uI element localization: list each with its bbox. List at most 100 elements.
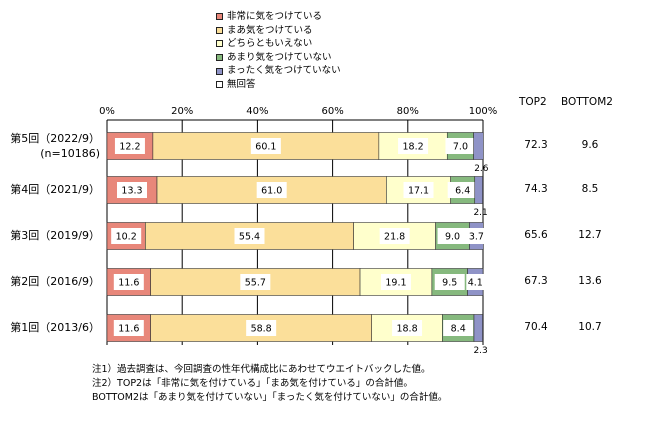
top2-value: 70.4 [524, 321, 548, 333]
legend-item: まったく気をつけていない [216, 64, 341, 78]
data-label: 55.7 [245, 278, 266, 289]
bar-segment [474, 176, 483, 204]
axis-tick-label: 0% [99, 106, 115, 117]
data-label-box [113, 274, 144, 290]
data-label: 11.6 [118, 324, 139, 335]
data-label: 18.8 [396, 324, 417, 335]
legend-swatch [216, 40, 223, 48]
data-label: 58.8 [251, 324, 272, 335]
data-label-box [437, 228, 468, 244]
data-label: 4.1 [468, 278, 483, 289]
data-label-box [111, 228, 142, 244]
legend-item: まあ気をつけている [216, 24, 341, 38]
data-label: 2.3 [473, 346, 487, 356]
data-label-box [379, 228, 410, 244]
legend-label: どちらともいえない [227, 38, 313, 50]
data-label-box [434, 274, 465, 290]
data-label: 21.8 [384, 232, 405, 243]
category-label-line: 第4回（2021/9） [10, 183, 100, 196]
axis-tick-label: 20% [171, 106, 193, 117]
legend-label: 無回答 [227, 78, 256, 90]
data-label: 6.4 [455, 186, 470, 197]
category-label-line: 第3回（2019/9） [10, 229, 100, 242]
legend-label: 非常に気をつけている [227, 11, 323, 22]
category-label-line: 第2回（2016/9） [10, 275, 100, 288]
legend-item: どちらともいえない [216, 37, 341, 51]
data-label-box [443, 320, 474, 336]
axis-tick-label: 60% [321, 106, 343, 117]
data-label-box [240, 274, 271, 290]
top2-value: 67.3 [524, 275, 548, 287]
data-label: 9.5 [442, 278, 457, 289]
data-label-box [256, 182, 287, 198]
legend-swatch [216, 54, 223, 62]
bar-segment [473, 314, 483, 342]
data-label: 3.7 [469, 232, 484, 243]
legend-swatch [216, 13, 223, 21]
data-label: 2.1 [473, 208, 487, 218]
footnotes: 注1）過去調査は、今回調査の性年代構成比にあわせてウエイトバックした値。 注2）… [92, 363, 447, 405]
axis-tick-label: 100% [469, 106, 498, 117]
data-label: 61.0 [261, 186, 282, 197]
data-label-box [445, 138, 476, 154]
bar-segment [473, 132, 484, 160]
data-label-box [392, 320, 423, 336]
category-label-line: 第1回（2013/6） [10, 321, 100, 334]
bottom2-value: 8.5 [581, 183, 599, 195]
footnote-2: 注2）TOP2は「非常に気を付けている」「まあ気を付けている」の合計値。 [92, 378, 413, 389]
category-label: 第4回（2021/9） [0, 182, 100, 197]
legend-item: 非常に気をつけている [216, 10, 341, 24]
data-label: 10.2 [116, 232, 137, 243]
data-label-box [467, 228, 486, 244]
top2-value: 72.3 [524, 139, 548, 151]
axis-tick-labels: 0% 20% 40% 60% 80% 100% [99, 106, 497, 117]
data-label-box [250, 138, 281, 154]
data-label-box [398, 138, 429, 154]
data-label: 60.1 [255, 142, 276, 153]
data-label: 12.2 [119, 142, 140, 153]
category-label: 第5回（2022/9） (n=10186) [0, 131, 100, 161]
data-label-box [246, 320, 277, 336]
footnote-1: 注1）過去調査は、今回調査の性年代構成比にあわせてウエイトバックした値。 [92, 364, 431, 375]
category-label: 第2回（2016/9） [0, 274, 100, 289]
data-label: 8.4 [451, 324, 466, 335]
bottom2-value: 13.6 [578, 275, 602, 287]
legend-label: あまり気をつけていない [227, 51, 332, 63]
category-label: 第3回（2019/9） [0, 228, 100, 243]
data-label-box [114, 138, 145, 154]
data-label: 11.6 [118, 278, 139, 289]
bottom2-column-header: BOTTOM2 [561, 96, 613, 108]
data-label: 17.1 [408, 186, 429, 197]
data-label: 18.2 [402, 142, 423, 153]
data-label-box [380, 274, 411, 290]
legend-item: あまり気をつけていない [216, 51, 341, 65]
legend-item: 無回答 [216, 78, 341, 92]
data-label-box [117, 182, 148, 198]
top2-value: 65.6 [524, 229, 548, 241]
data-label-box [234, 228, 265, 244]
data-label-box [113, 320, 144, 336]
category-label-sample-size: (n=10186) [40, 147, 100, 160]
category-label-line: 第5回（2022/9） [10, 132, 100, 145]
axis-tick-label: 40% [246, 106, 268, 117]
data-label-box [466, 274, 485, 290]
top2-column-header: TOP2 [519, 96, 547, 108]
data-label: 7.0 [453, 142, 468, 153]
bar-area: 12.2 60.1 18.2 7.0 2.6 13.3 61.0 17.1 6.4 2.1 10.2… [106, 132, 489, 356]
legend: 非常に気をつけているまあ気をつけている どちらともいえない あまり気をつけていないま… [216, 10, 341, 92]
legend-swatch [216, 26, 223, 34]
data-label-box [447, 182, 478, 198]
axis-tick-label: 80% [397, 106, 419, 117]
bottom2-value: 10.7 [578, 321, 602, 333]
footnote-3: BOTTOM2は「あまり気を付けていない」「まったく気を付けていない」の合計値。 [92, 392, 448, 403]
data-label: 9.0 [445, 232, 460, 243]
legend-swatch [216, 81, 223, 89]
top2-value: 74.3 [524, 183, 548, 195]
bottom2-value: 9.6 [581, 139, 599, 151]
category-label: 第1回（2013/6） [0, 320, 100, 335]
bottom2-value: 12.7 [578, 229, 602, 241]
data-label: 2.6 [474, 164, 489, 174]
legend-label: まったく気をつけていない [227, 65, 341, 77]
data-label: 13.3 [121, 186, 142, 197]
